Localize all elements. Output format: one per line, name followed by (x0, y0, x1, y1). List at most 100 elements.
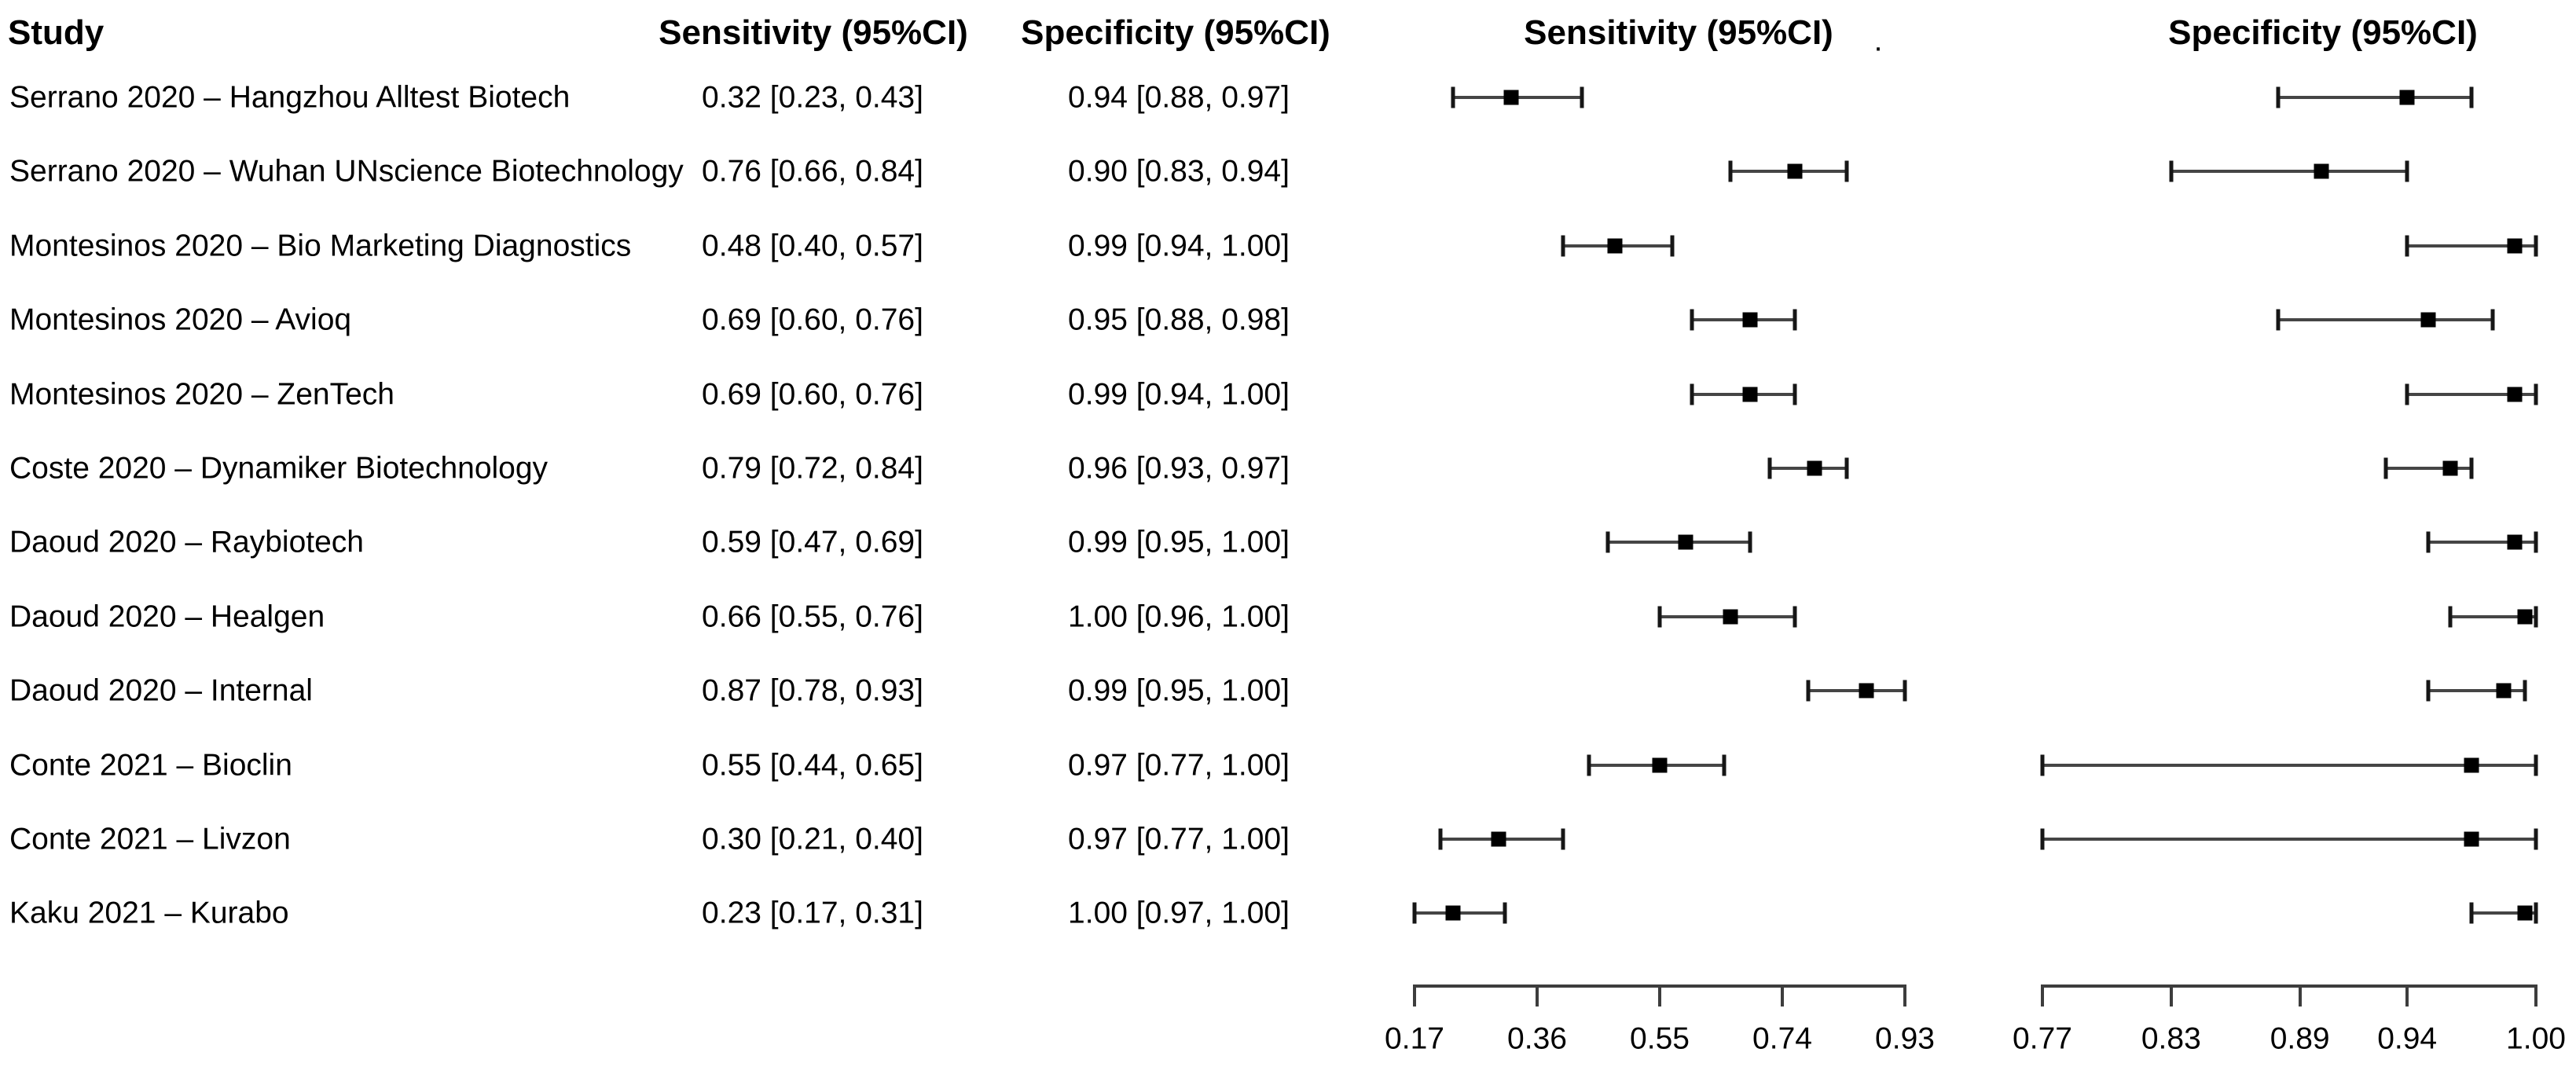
sensitivity-value: 0.23 [0.17, 0.31] (702, 896, 923, 930)
specificity-ci-line (2428, 689, 2526, 693)
specificity-axis-tick-label: 0.83 (2141, 1021, 2201, 1056)
study-label: Daoud 2020 – Raybiotech (9, 525, 364, 559)
specificity-point-estimate (2517, 905, 2533, 921)
sensitivity-ci-cap-high (1793, 309, 1797, 331)
sensitivity-ci-cap-low (1806, 680, 1811, 702)
specificity-value: 0.96 [0.93, 0.97] (1068, 451, 1290, 486)
study-label: Kaku 2021 – Kurabo (9, 896, 289, 930)
study-label: Montesinos 2020 – Bio Marketing Diagnost… (9, 229, 632, 263)
study-label: Serrano 2020 – Hangzhou Alltest Biotech (9, 80, 571, 115)
sensitivity-ci-cap-high (1903, 680, 1907, 702)
specificity-ci-cap-low (2405, 235, 2409, 257)
study-label: Daoud 2020 – Healgen (9, 600, 325, 634)
specificity-ci-cap-high (2490, 309, 2495, 331)
specificity-ci-cap-low (2040, 754, 2045, 776)
sensitivity-ci-cap-low (1438, 828, 1443, 850)
sensitivity-point-estimate (1491, 831, 1506, 847)
specificity-point-estimate (2507, 238, 2523, 254)
specificity-ci-cap-low (2405, 383, 2409, 405)
sensitivity-value: 0.79 [0.72, 0.84] (702, 451, 923, 486)
sensitivity-axis-tick-label: 0.93 (1875, 1021, 1935, 1056)
sensitivity-ci-cap-low (1587, 754, 1591, 776)
specificity-ci-cap-high (2523, 680, 2527, 702)
specificity-ci-line (2385, 467, 2472, 470)
specificity-value: 1.00 [0.97, 1.00] (1068, 896, 1290, 930)
specificity-ci-cap-low (2276, 309, 2281, 331)
study-column-header: Study (8, 13, 105, 52)
sensitivity-ci-cap-high (1503, 902, 1507, 924)
specificity-axis-tick (2534, 986, 2537, 1006)
sensitivity-axis-tick-label: 0.17 (1385, 1021, 1444, 1056)
specificity-ci-cap-low (2169, 160, 2174, 182)
specificity-ci-line (2171, 170, 2408, 174)
specificity-value: 1.00 [0.96, 1.00] (1068, 600, 1290, 634)
specificity-axis-line (2041, 984, 2537, 988)
sensitivity-ci-cap-low (1451, 86, 1455, 108)
sensitivity-value: 0.87 [0.78, 0.93] (702, 673, 923, 708)
specificity-ci-cap-low (2426, 680, 2431, 702)
study-label: Montesinos 2020 – Avioq (9, 302, 352, 337)
specificity-point-estimate (2464, 831, 2479, 847)
specificity-ci-cap-high (2469, 86, 2474, 108)
specificity-point-estimate (2517, 609, 2533, 625)
specificity-ci-cap-high (2534, 754, 2538, 776)
specificity-ci-cap-high (2534, 606, 2538, 628)
specificity-point-estimate (2507, 387, 2523, 402)
sensitivity-ci-cap-low (1767, 457, 1772, 479)
sensitivity-ci-cap-low (1690, 383, 1694, 405)
sensitivity-ci-cap-high (1670, 235, 1675, 257)
specificity-axis-tick (2405, 986, 2409, 1006)
study-label: Montesinos 2020 – ZenTech (9, 377, 394, 412)
sensitivity-value: 0.76 [0.66, 0.84] (702, 154, 923, 189)
sensitivity-axis-tick-label: 0.74 (1752, 1021, 1812, 1056)
sensitivity-axis-tick (1536, 986, 1539, 1006)
specificity-axis-tick-label: 0.89 (2270, 1021, 2330, 1056)
sensitivity-point-estimate (1503, 90, 1519, 105)
sensitivity-value: 0.48 [0.40, 0.57] (702, 229, 923, 263)
sensitivity-ci-cap-high (1748, 531, 1752, 553)
sensitivity-axis-tick (1413, 986, 1416, 1006)
specificity-ci-line (2407, 244, 2536, 248)
sensitivity-point-estimate (1787, 163, 1803, 179)
specificity-ci-cap-high (2534, 828, 2538, 850)
specificity-ci-line (2407, 392, 2536, 396)
sensitivity-ci-cap-high (1561, 828, 1565, 850)
specificity-value: 0.99 [0.94, 1.00] (1068, 377, 1290, 412)
specificity-ci-line (2278, 318, 2493, 322)
sensitivity-point-estimate (1445, 905, 1461, 921)
specificity-value: 0.94 [0.88, 0.97] (1068, 80, 1290, 115)
study-label: Serrano 2020 – Wuhan UNscience Biotechno… (9, 154, 684, 189)
stray-dot: . (1873, 24, 1883, 58)
specificity-value: 0.99 [0.94, 1.00] (1068, 229, 1290, 263)
sensitivity-value: 0.32 [0.23, 0.43] (702, 80, 923, 115)
sensitivity-point-estimate (1652, 757, 1668, 773)
sensitivity-ci-cap-low (1605, 531, 1610, 553)
specificity-axis-tick (2298, 986, 2302, 1006)
specificity-axis-tick-label: 0.94 (2377, 1021, 2438, 1056)
specificity-ci-line (2042, 763, 2536, 767)
specificity-value: 0.99 [0.95, 1.00] (1068, 673, 1290, 708)
sensitivity-axis-tick-label: 0.36 (1507, 1021, 1567, 1056)
sensitivity-point-estimate (1807, 460, 1822, 476)
specificity-plot-header: Specificity (95%CI) (2168, 13, 2478, 52)
specificity-axis-tick-label: 1.00 (2506, 1021, 2566, 1056)
specificity-ci-line (2428, 541, 2536, 544)
specificity-point-estimate (2399, 90, 2415, 105)
sensitivity-value: 0.30 [0.21, 0.40] (702, 822, 923, 856)
sensitivity-point-estimate (1723, 609, 1738, 625)
sensitivity-ci-cap-low (1561, 235, 1565, 257)
sensitivity-value: 0.69 [0.60, 0.76] (702, 377, 923, 412)
specificity-ci-line (2471, 911, 2536, 915)
sensitivity-plot-header: Sensitivity (95%CI) (1524, 13, 1833, 52)
specificity-axis-tick (2041, 986, 2044, 1006)
sensitivity-ci-cap-high (1844, 160, 1849, 182)
study-label: Conte 2021 – Bioclin (9, 748, 292, 783)
specificity-ci-cap-high (2469, 457, 2474, 479)
specificity-value: 0.99 [0.95, 1.00] (1068, 525, 1290, 559)
specificity-ci-cap-high (2534, 235, 2538, 257)
sensitivity-axis-tick (1781, 986, 1784, 1006)
specificity-point-estimate (2507, 534, 2523, 550)
sensitivity-value: 0.66 [0.55, 0.76] (702, 600, 923, 634)
sensitivity-ci-line (1807, 689, 1905, 693)
